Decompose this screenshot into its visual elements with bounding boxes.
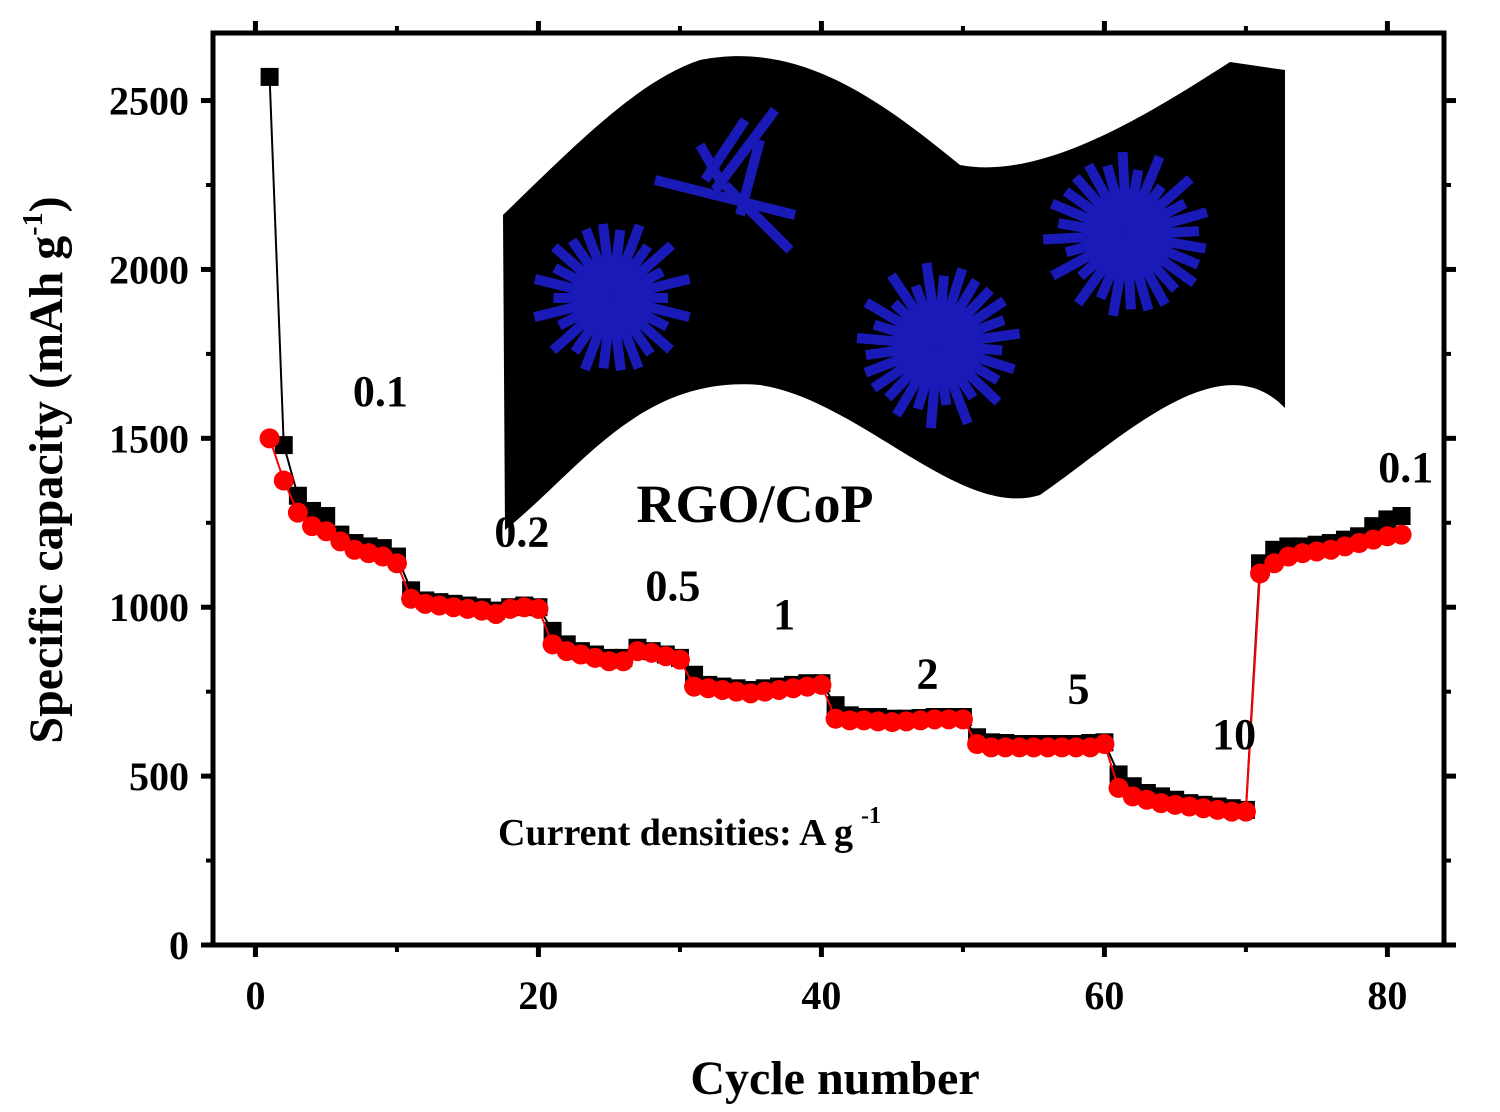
plot-frame: [210, 30, 1447, 948]
rate-annotations: 0.1 0.2 0.5 1 2 5 10 0.1: [353, 367, 1433, 759]
y-tick-label: 0: [169, 923, 189, 968]
discharge-point: [924, 709, 945, 730]
y-axis-title-close: ): [20, 196, 73, 212]
charge-point: [317, 507, 336, 526]
y-tick-label: 1000: [109, 585, 189, 630]
nanorod: [695, 142, 725, 183]
discharge-point: [1023, 737, 1044, 758]
discharge-point: [528, 598, 549, 619]
discharge-point: [669, 649, 690, 670]
charge-point: [1378, 510, 1397, 529]
cop-nanorod-clusters: [533, 107, 1209, 429]
nanorod: [721, 181, 794, 254]
nanorod: [937, 340, 1003, 356]
discharge-point: [1009, 737, 1030, 758]
discharge-point: [613, 651, 634, 672]
discharge-point: [981, 737, 1002, 758]
x-tick-label: 20: [518, 973, 558, 1018]
nanorod: [610, 274, 691, 303]
x-axis-title: Cycle number: [690, 1052, 979, 1105]
charge-point: [1364, 517, 1383, 536]
discharge-point: [952, 709, 973, 730]
y-tick-label: 2500: [109, 79, 189, 124]
discharge-point: [995, 737, 1016, 758]
y-axis-title-main: Specific capacity (mAh g: [20, 236, 73, 744]
charge-point: [1392, 507, 1411, 526]
rate-label: 0.1: [353, 367, 408, 416]
x-tick-label: 60: [1084, 973, 1124, 1018]
y-tick-label: 500: [129, 754, 189, 799]
discharge-point: [868, 711, 889, 732]
discharge-point: [259, 428, 280, 449]
nanorod: [735, 138, 765, 217]
discharge-point: [1250, 563, 1271, 584]
charge-point: [260, 67, 279, 86]
rate-label: 0.5: [645, 561, 700, 610]
discharge-series: [259, 428, 1412, 822]
current-density-note-superscript: -1: [861, 803, 881, 829]
rate-label: 0.1: [1378, 443, 1433, 492]
axis-ticks: 0 20 40 60 80 0 500 1000 1500 2000 2500: [109, 21, 1456, 1018]
rate-label: 2: [917, 649, 939, 698]
discharge-point: [1221, 801, 1242, 822]
discharge-point: [1051, 737, 1072, 758]
nanorod: [1125, 230, 1201, 270]
y-tick-label: 2000: [109, 247, 189, 292]
discharge-point: [316, 521, 337, 542]
rate-label: 1: [773, 590, 795, 639]
discharge-point: [273, 470, 294, 491]
charge-point: [303, 501, 322, 520]
inset-title: RGO/CoP: [637, 474, 874, 534]
discharge-point: [811, 674, 832, 695]
nanorod: [653, 175, 797, 220]
current-density-note-text: Current densities: A g: [498, 812, 853, 854]
x-tick-label: 40: [801, 973, 841, 1018]
x-tick-label: 80: [1367, 973, 1407, 1018]
discharge-point: [1037, 737, 1058, 758]
discharge-point: [1094, 734, 1115, 755]
discharge-point: [839, 710, 860, 731]
discharge-point: [1391, 524, 1412, 545]
y-axis-title: Specific capacity (mAh g-1): [18, 196, 73, 743]
discharge-point: [599, 651, 620, 672]
discharge-point: [287, 502, 308, 523]
discharge-point: [1066, 737, 1087, 758]
discharge-point: [386, 553, 407, 574]
nanorod: [711, 107, 779, 193]
discharge-point: [938, 709, 959, 730]
y-axis-title-superscript: -1: [18, 212, 49, 235]
x-tick-label: 0: [245, 973, 265, 1018]
rate-label: 0.2: [494, 507, 549, 556]
y-tick-label: 1500: [109, 416, 189, 461]
rate-label: 5: [1067, 664, 1089, 713]
charge-point: [1109, 765, 1128, 784]
series-layer: [259, 67, 1412, 822]
discharge-point: [882, 712, 903, 733]
discharge-point: [1235, 801, 1256, 822]
rate-label: 10: [1212, 710, 1256, 759]
current-density-note: Current densities: A g -1: [498, 803, 881, 854]
rgo-cop-inset-illustration: RGO/CoP: [503, 56, 1285, 534]
